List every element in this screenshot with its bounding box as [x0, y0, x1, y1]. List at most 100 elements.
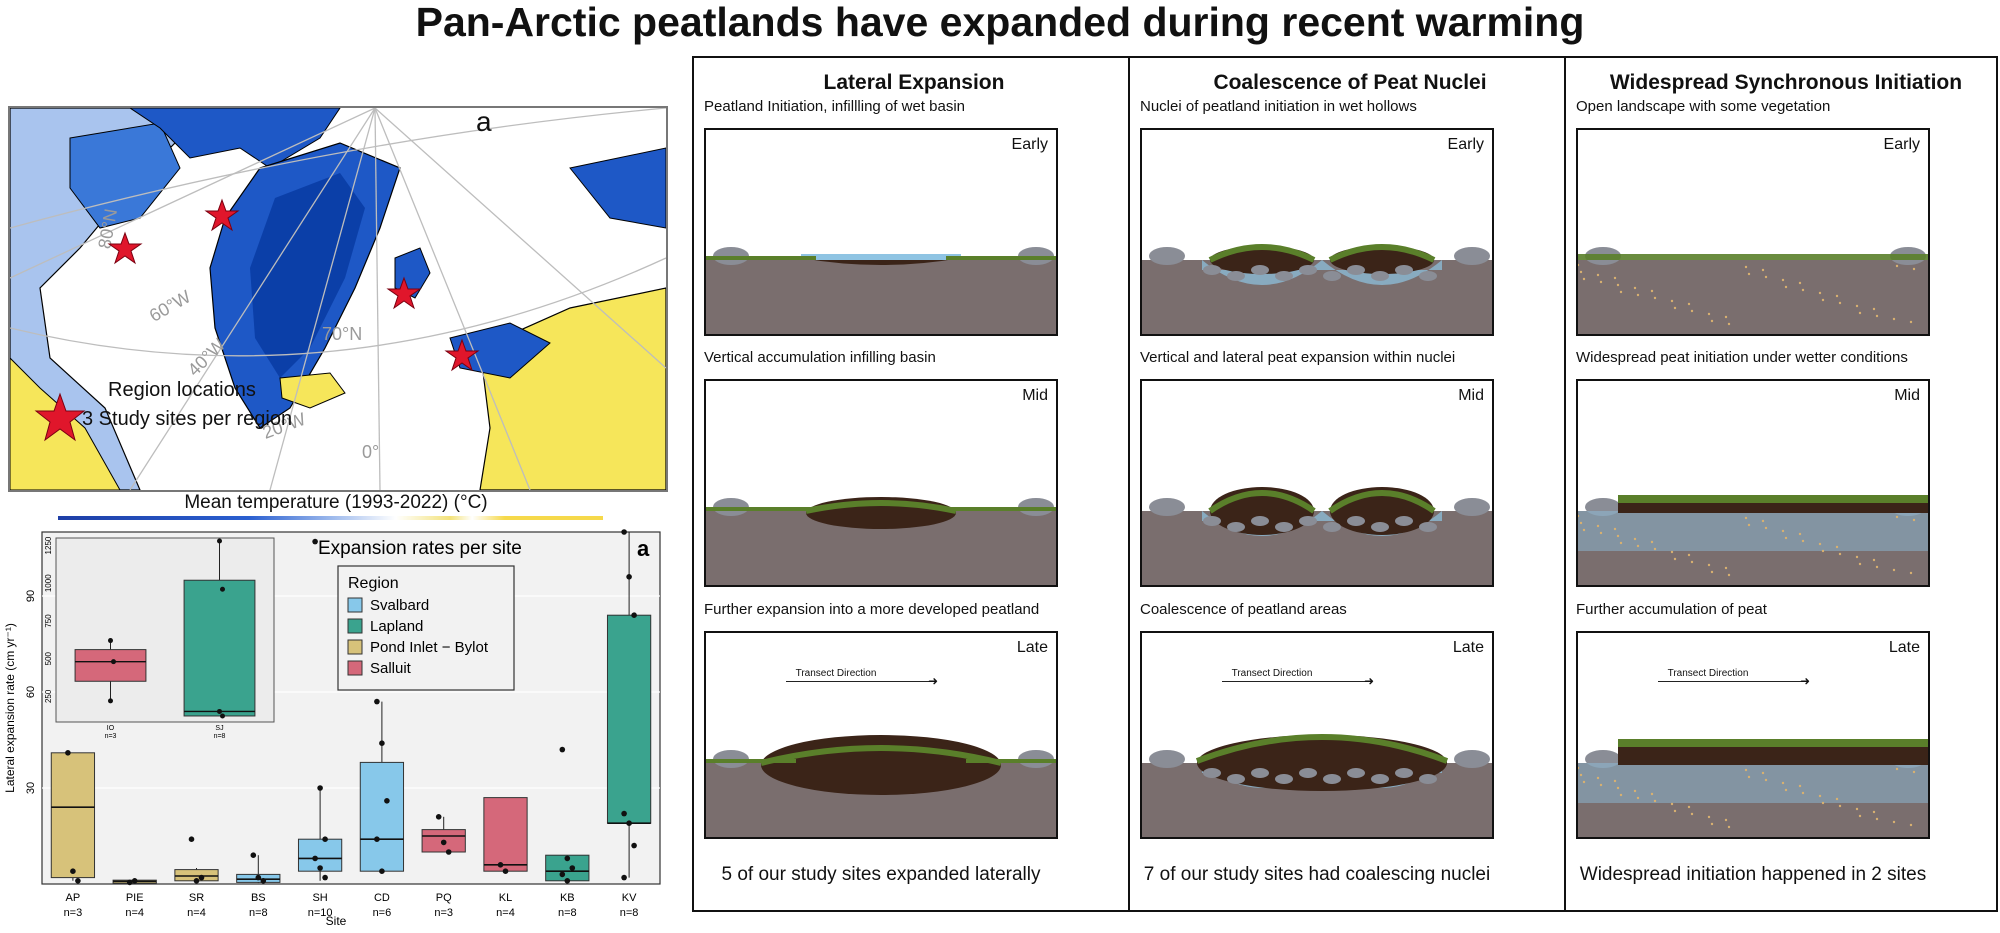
- stage-illustration: [1578, 495, 1928, 585]
- x-count-label: n=4: [125, 907, 144, 919]
- data-point: [75, 878, 81, 884]
- panel-caption: Open landscape with some vegetation: [1576, 98, 1831, 115]
- box-SH: [297, 538, 343, 881]
- transect-label: Transect Direction: [1667, 668, 1749, 679]
- data-point: [108, 638, 113, 644]
- temperature-colorbar: [58, 516, 603, 520]
- stage-illustration: [706, 735, 1056, 837]
- data-point: [220, 713, 225, 719]
- x-tick-label: CD: [374, 892, 390, 904]
- y-axis-label: Lateral expansion rate (cm yr⁻¹): [3, 623, 17, 793]
- iceland-land: [279, 372, 346, 409]
- stage-panel: Late Transect Direction ➜: [704, 631, 1058, 839]
- box-AP: [50, 750, 96, 884]
- data-point: [131, 878, 138, 884]
- inset-x-count-label: n=3: [105, 733, 117, 740]
- x-count-label: n=8: [558, 907, 577, 919]
- legend-swatch: [347, 618, 363, 634]
- data-point: [108, 698, 113, 704]
- data-point: [312, 538, 318, 545]
- data-point: [569, 865, 576, 871]
- map-legend-region: Region locations: [108, 379, 256, 401]
- box-PIE: [112, 878, 157, 886]
- box-KB: [545, 746, 590, 884]
- stage-illustration: [1142, 487, 1492, 585]
- legend-swatch: [347, 597, 363, 613]
- data-point: [322, 874, 328, 881]
- box-KV: [606, 529, 652, 881]
- box-KL: [483, 797, 528, 874]
- x-count-label: n=10: [308, 907, 333, 919]
- y-ticks: 30 60 90: [25, 590, 37, 794]
- stage-panel: Mid: [704, 379, 1058, 587]
- stage-label: Early: [1447, 136, 1484, 153]
- x-tick-label: KL: [499, 892, 512, 904]
- data-point: [198, 874, 205, 881]
- data-point: [445, 849, 452, 855]
- panel-caption: Peatland Initiation, infillling of wet b…: [704, 98, 965, 115]
- column-summary: 7 of our study sites had coalescing nucl…: [1143, 864, 1491, 885]
- column-summary: 5 of our study sites expanded laterally: [721, 864, 1041, 885]
- legend-swatch: [347, 660, 363, 676]
- data-point: [374, 836, 380, 842]
- grid-label: 70°N: [322, 324, 362, 344]
- column-title: Lateral Expansion: [823, 71, 1005, 94]
- data-point: [312, 855, 318, 862]
- legend-title: Region: [348, 575, 399, 592]
- data-point: [193, 878, 200, 884]
- legend-label: Salluit: [370, 660, 412, 677]
- data-point: [564, 878, 571, 884]
- star-icon: [107, 231, 143, 265]
- box-CD: [359, 698, 405, 874]
- russian-arctic-land: [569, 147, 666, 229]
- panel-caption: Coalescence of peatland areas: [1140, 601, 1347, 618]
- panel-caption: Vertical accumulation infilling basin: [704, 349, 936, 366]
- x-count-label: n=8: [249, 907, 268, 919]
- data-point: [374, 698, 380, 705]
- boxplot-svg: 30 60 90 AP n=3 PIE n=4 SR n=4 BS n=8 SH n=10 CD n=6 P…: [3, 529, 661, 928]
- data-point: [626, 574, 632, 580]
- stage-illustration: [706, 247, 1056, 334]
- stage-label: Early: [1011, 136, 1048, 153]
- data-point: [260, 878, 267, 884]
- data-point: [631, 842, 637, 849]
- data-point: [70, 868, 76, 874]
- stage-panel: Mid: [1576, 379, 1930, 587]
- data-point: [621, 529, 627, 535]
- y-tick-label: 90: [25, 590, 37, 602]
- box: [483, 797, 528, 872]
- data-point: [379, 868, 385, 874]
- legend-label: Lapland: [370, 618, 423, 635]
- chart-title: Expansion rates per site: [318, 538, 522, 559]
- page-title: Pan-Arctic peatlands have expanded durin…: [415, 0, 1585, 45]
- data-point: [626, 820, 632, 826]
- column-divider: [1128, 58, 1130, 910]
- data-point: [502, 868, 509, 874]
- expansion-rates-chart: 30 60 90 AP n=3 PIE n=4 SR n=4 BS n=8 SH n=10 CD n=6 P…: [0, 528, 664, 928]
- stage-illustration: [1578, 247, 1928, 334]
- data-point: [564, 855, 571, 862]
- panel-caption: Vertical and lateral peat expansion with…: [1140, 349, 1456, 366]
- data-point: [250, 852, 257, 858]
- y-tick-label: 30: [25, 782, 37, 794]
- column-divider: [1564, 58, 1566, 910]
- data-point: [621, 810, 627, 817]
- x-count-label: n=8: [620, 907, 639, 919]
- stage-panel: Mid: [1140, 379, 1494, 587]
- legend: Region Svalbard Lapland Pond Inlet − Bylot…: [337, 565, 515, 691]
- transect-arrow: ➜: [1222, 674, 1374, 688]
- box-BS: [236, 852, 281, 884]
- data-point: [317, 865, 323, 871]
- x-tick-label: KB: [560, 892, 575, 904]
- box: [359, 761, 405, 872]
- data-point: [65, 750, 71, 756]
- star-icon: [204, 198, 240, 232]
- box-series: [50, 529, 652, 886]
- x-tick-label: KV: [622, 892, 637, 904]
- star-icon: [34, 392, 86, 442]
- data-point: [111, 659, 116, 665]
- inset-box-IO: [74, 638, 147, 704]
- stage-panel: Early: [704, 128, 1058, 336]
- inset-x-count-label: n=8: [214, 733, 226, 740]
- stage-label: Late: [1452, 639, 1484, 656]
